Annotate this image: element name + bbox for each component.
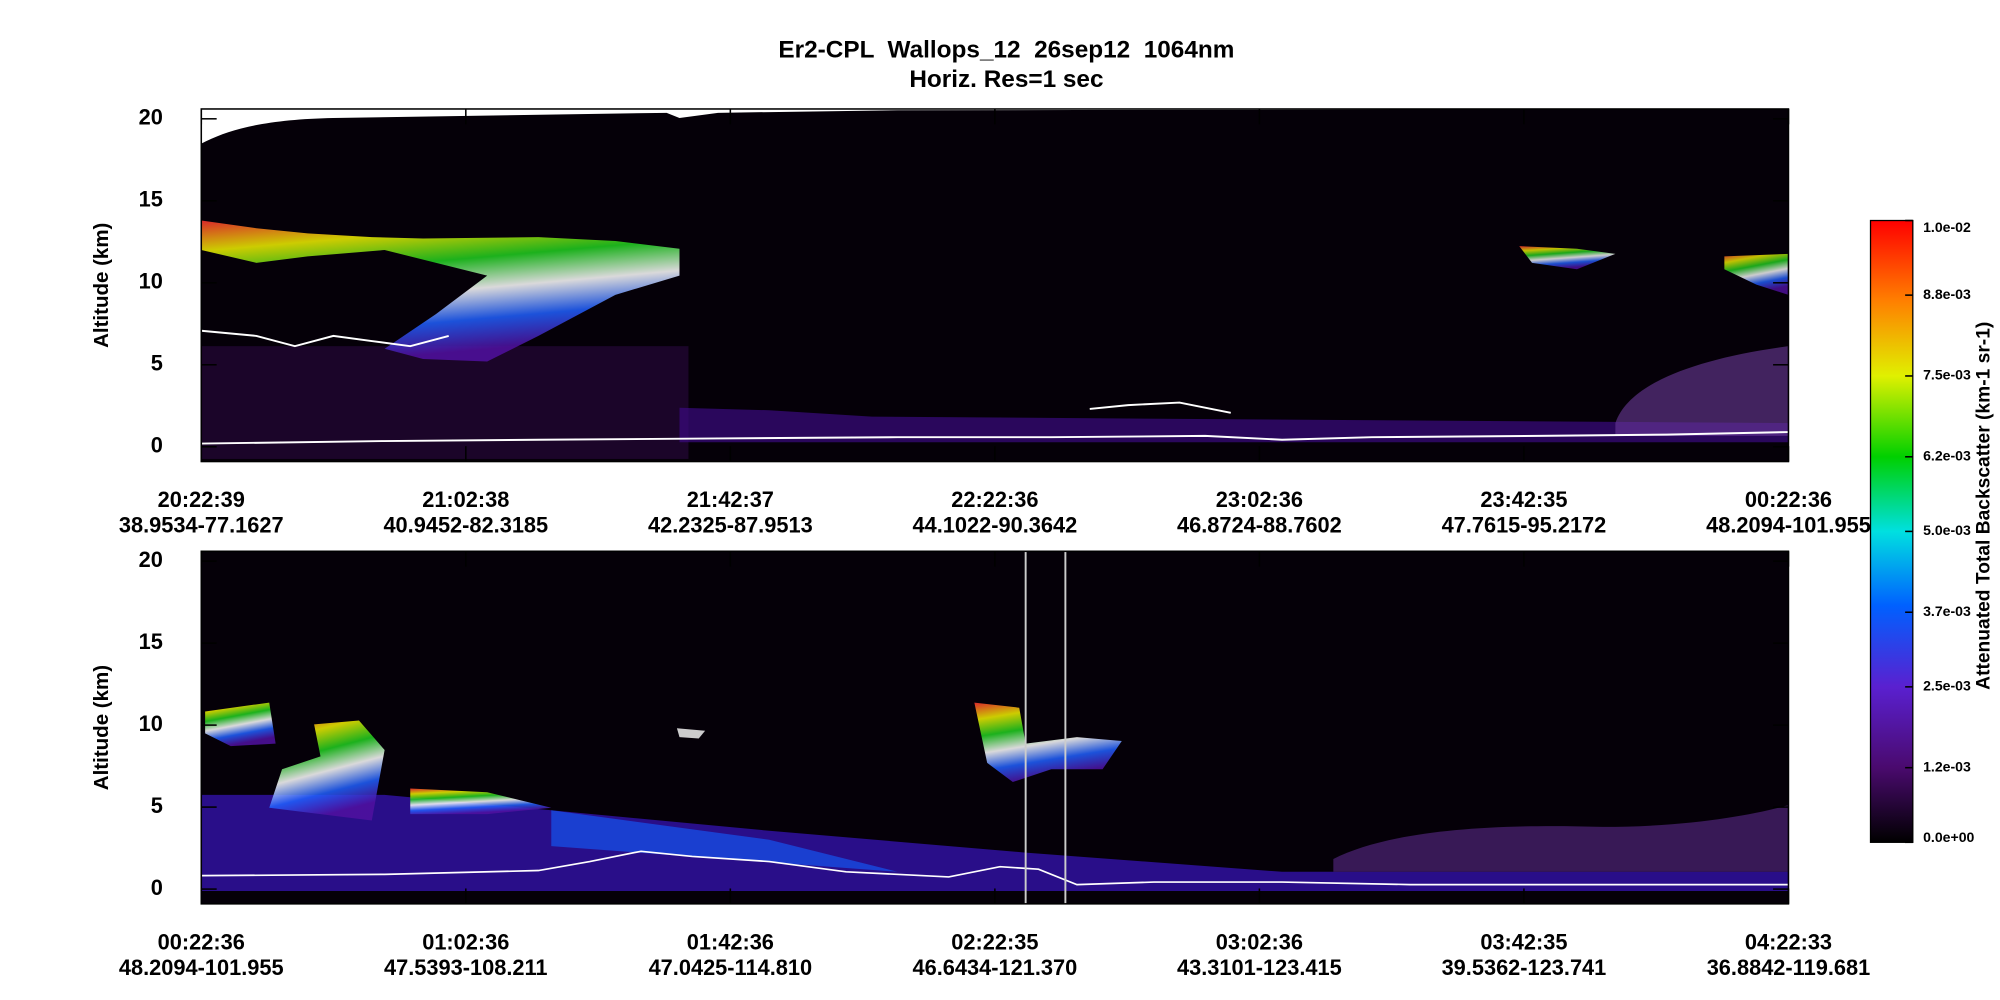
colorbar-label: Attenuated Total Backscatter (km-1 sr-1)	[1974, 322, 1995, 690]
x-tick-sublabel: 38.9534-77.1627	[119, 513, 284, 538]
y-tick-label: 20	[139, 547, 163, 572]
colorbar-tick-label: 5.0e-03	[1923, 522, 1971, 538]
x-tick-label: 22:22:36	[951, 487, 1038, 512]
x-tick-label: 23:42:35	[1480, 487, 1567, 512]
x-tick-label: 20:22:39	[158, 487, 245, 512]
y-tick-label: 0	[151, 875, 163, 900]
x-tick-sublabel: 47.0425-114.810	[649, 955, 813, 980]
colorbar-tick-label: 8.8e-03	[1923, 286, 1971, 302]
x-tick-label: 03:42:35	[1480, 929, 1567, 954]
x-tick-sublabel: 39.5362-123.741	[1442, 955, 1607, 980]
colorbar-tick-label: 2.5e-03	[1923, 678, 1971, 694]
chart-title: Er2-CPL Wallops_12 26sep12 1064nm	[778, 37, 1234, 64]
x-tick-label: 21:42:37	[687, 487, 774, 512]
x-tick-sublabel: 47.5393-108.211	[384, 955, 548, 980]
x-tick-label: 01:02:36	[422, 929, 509, 954]
y-tick-label: 10	[139, 269, 163, 294]
x-tick-sublabel: 46.8724-88.7602	[1177, 513, 1342, 538]
x-tick-sublabel: 48.2094-101.955	[119, 955, 284, 980]
x-tick-label: 00:22:36	[1745, 487, 1832, 512]
colorbar-tick-label: 1.0e-02	[1923, 219, 1971, 235]
x-tick-label: 01:42:36	[687, 929, 774, 954]
x-tick-label: 23:02:36	[1216, 487, 1303, 512]
y-tick-label: 10	[139, 711, 163, 736]
x-tick-label: 04:22:33	[1745, 929, 1832, 954]
x-tick-sublabel: 36.8842-119.681	[1707, 955, 1871, 980]
x-tick-sublabel: 42.2325-87.9513	[648, 513, 813, 538]
colorbar-tick-label: 3.7e-03	[1923, 603, 1971, 619]
y-axis-label: Altitude (km)	[90, 665, 113, 790]
x-tick-sublabel: 40.9452-82.3185	[383, 513, 548, 538]
y-axis-label: Altitude (km)	[90, 223, 113, 348]
y-tick-label: 5	[151, 351, 163, 376]
x-tick-sublabel: 43.3101-123.415	[1177, 955, 1342, 980]
y-tick-label: 15	[139, 187, 163, 212]
y-tick-label: 20	[139, 105, 163, 130]
colorbar-tick-label: 0.0e+00	[1923, 829, 1974, 845]
x-tick-label: 00:22:36	[158, 929, 245, 954]
backscatter-image	[201, 551, 1789, 904]
y-tick-label: 5	[151, 793, 163, 818]
colorbar-tick-label: 1.2e-03	[1923, 758, 1971, 774]
x-tick-label: 02:22:35	[951, 929, 1038, 954]
x-tick-label: 21:02:38	[422, 487, 509, 512]
x-tick-sublabel: 44.1022-90.3642	[913, 513, 1078, 538]
y-tick-label: 0	[151, 433, 163, 458]
x-tick-sublabel: 46.6434-121.370	[913, 955, 1078, 980]
x-tick-sublabel: 48.2094-101.955	[1706, 513, 1871, 538]
y-tick-label: 15	[139, 629, 163, 654]
colorbar-tick-label: 6.2e-03	[1923, 448, 1971, 464]
x-tick-sublabel: 47.7615-95.2172	[1442, 513, 1607, 538]
chart-subtitle: Horiz. Res=1 sec	[909, 66, 1103, 93]
x-tick-label: 03:02:36	[1216, 929, 1303, 954]
backscatter-image	[201, 108, 1789, 462]
colorbar-tick-label: 7.5e-03	[1923, 367, 1971, 383]
